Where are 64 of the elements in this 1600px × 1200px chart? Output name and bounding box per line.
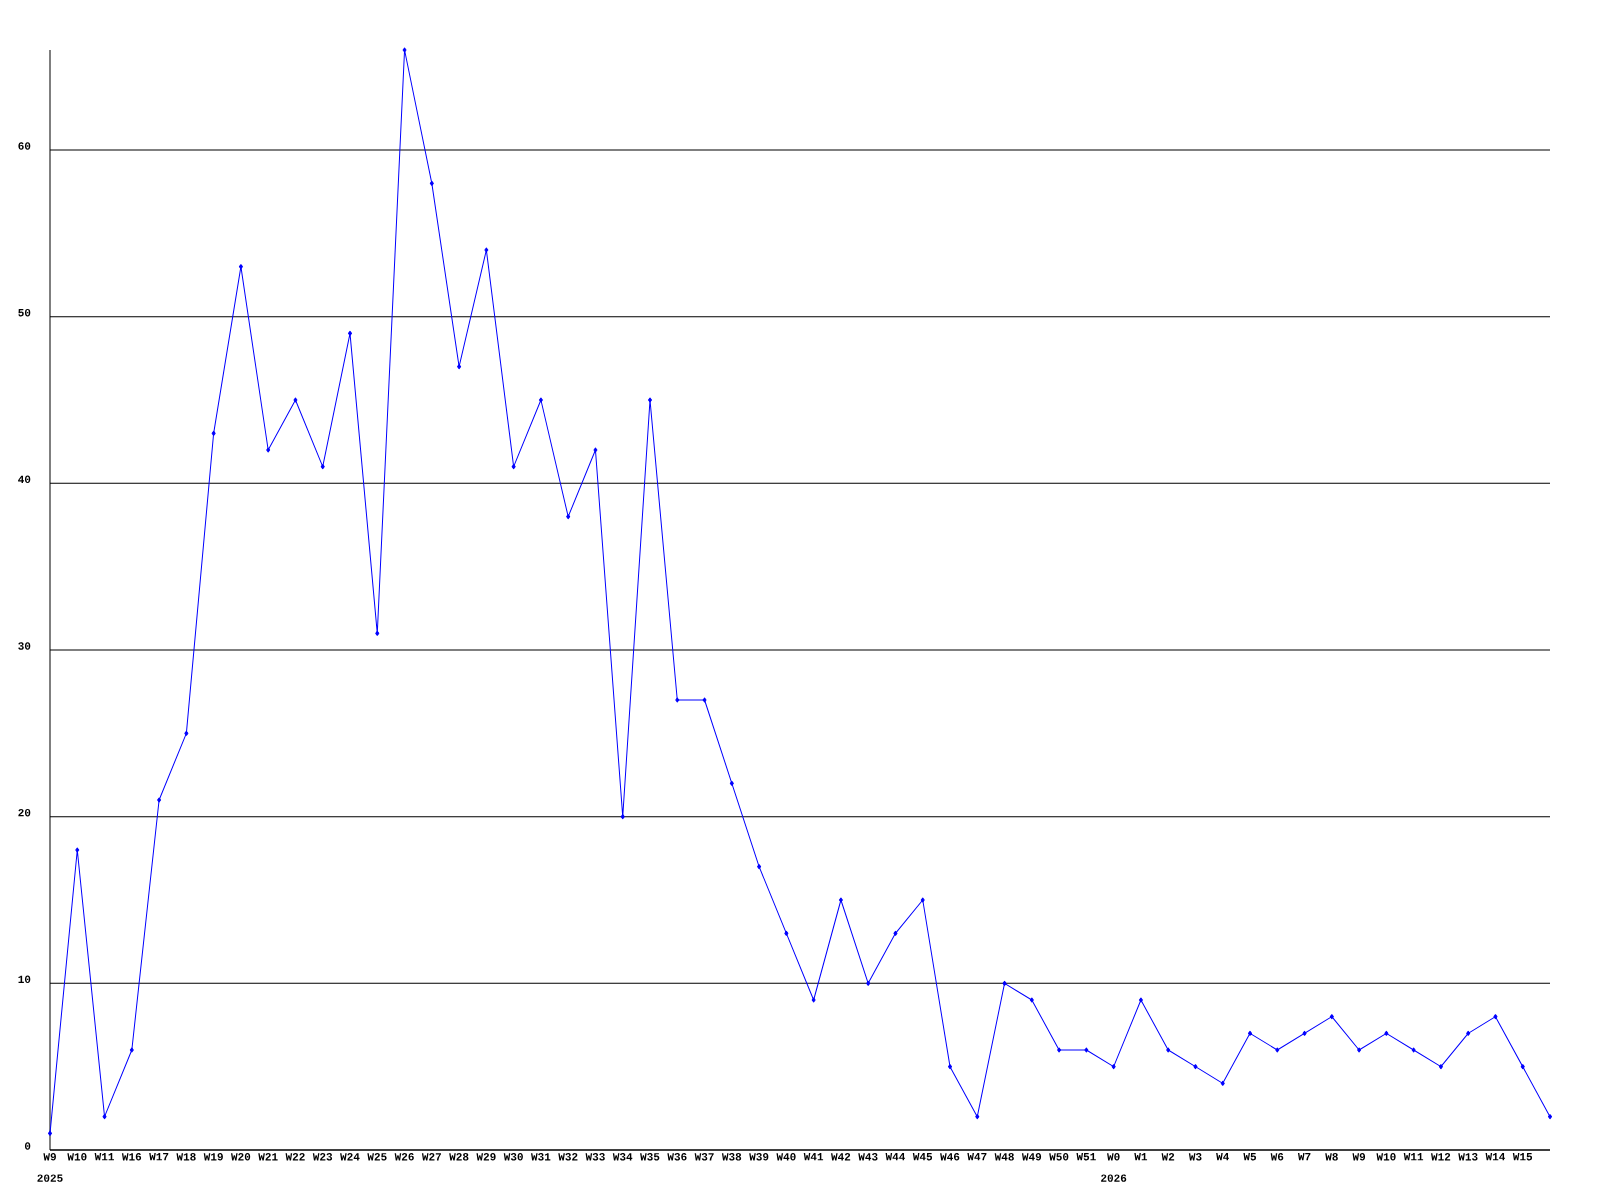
x-tick-label: W30 (503, 1153, 523, 1161)
x-tick-label: W27 (421, 1153, 441, 1161)
x-tick-label: W1 (1134, 1153, 1148, 1161)
x-tick-label: W50 (1049, 1153, 1069, 1161)
x-tick-label: W14 (1485, 1153, 1506, 1161)
x-tick-label: W45 (912, 1153, 933, 1161)
x-tick-label: W38 (721, 1153, 742, 1161)
x-tick-label: W16 (121, 1153, 142, 1161)
x-tick-label: W34 (612, 1153, 633, 1161)
x-tick-label: W40 (776, 1153, 796, 1161)
x-tick-label: W36 (667, 1153, 687, 1161)
x-tick-label: W15 (1512, 1153, 1533, 1161)
y-tick-label: 40 (18, 475, 31, 484)
x-tick-label: W20 (231, 1153, 251, 1161)
x-tick-label: W41 (803, 1153, 824, 1161)
x-tick-label: W5 (1243, 1153, 1257, 1161)
x-tick-label: W44 (885, 1153, 906, 1161)
x-tick-label: W48 (994, 1153, 1014, 1161)
x-tick-label: W24 (340, 1153, 360, 1161)
y-tick-label: 20 (18, 808, 31, 817)
x-tick-label: W19 (203, 1153, 223, 1161)
x-tick-label: W35 (640, 1153, 660, 1161)
x-tick-label: W43 (858, 1153, 878, 1161)
x-tick-label: W46 (940, 1153, 960, 1161)
x-tick-label: W9 (1352, 1153, 1366, 1161)
x-tick-label: W22 (285, 1153, 305, 1161)
y-tick-label: 50 (18, 308, 31, 317)
x-tick-label: W9 (43, 1153, 56, 1161)
y-tick-label: 0 (24, 1142, 31, 1150)
x-tick-label: W3 (1188, 1153, 1202, 1161)
x-tick-label: W0 (1107, 1153, 1120, 1161)
x-tick-label: W42 (831, 1153, 851, 1161)
x-tick-label: W11 (1403, 1153, 1424, 1161)
x-tick-label: W13 (1458, 1153, 1478, 1161)
x-tick-label: W25 (367, 1153, 387, 1161)
x-tick-label: W37 (694, 1153, 714, 1161)
x-tick-label: W33 (585, 1153, 605, 1161)
x-tick-label: W49 (1021, 1153, 1042, 1161)
x-tick-label: W2 (1161, 1153, 1175, 1161)
y-tick-label: 10 (18, 975, 31, 984)
x-tick-label: W28 (449, 1153, 469, 1161)
x-tick-label: W11 (94, 1153, 114, 1161)
text: 2026 (1101, 1174, 1127, 1182)
x-tick-label: W8 (1325, 1153, 1338, 1161)
x-tick-label: W17 (149, 1153, 169, 1161)
x-tick-label: W39 (749, 1153, 769, 1161)
x-tick-label: W26 (394, 1153, 414, 1161)
x-tick-label: W51 (1076, 1153, 1096, 1161)
x-tick-label: W4 (1216, 1153, 1230, 1161)
y-tick-label: 60 (18, 142, 31, 150)
x-tick-label: W29 (476, 1153, 496, 1161)
x-tick-label: W21 (258, 1153, 278, 1161)
x-tick-label: W18 (176, 1153, 196, 1161)
x-tick-label: W12 (1431, 1153, 1451, 1161)
x-tick-label: W47 (967, 1153, 987, 1161)
y-tick-label: 30 (18, 642, 31, 650)
x-tick-label: W10 (67, 1153, 87, 1161)
x-tick-label: W32 (558, 1153, 578, 1161)
x-tick-label: W23 (312, 1153, 333, 1161)
x-tick-label: W31 (531, 1153, 551, 1161)
x-tick-label: W10 (1376, 1153, 1396, 1161)
text: 2025 (37, 1174, 63, 1182)
x-tick-label: W7 (1297, 1153, 1311, 1161)
x-tick-label: W6 (1270, 1153, 1284, 1161)
